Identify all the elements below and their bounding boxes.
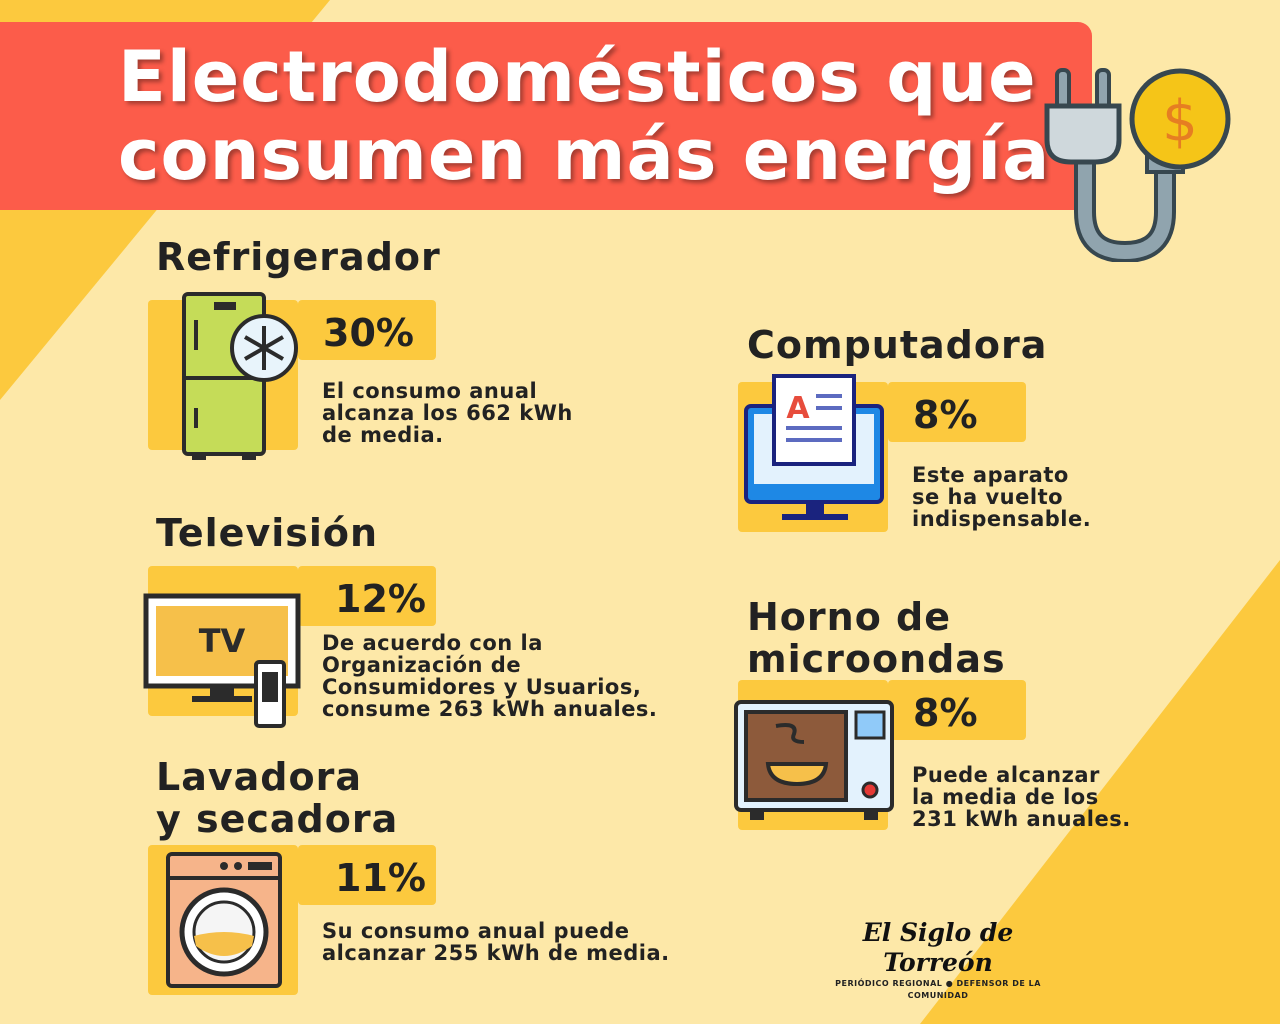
microwave-heading: Horno de microondas (747, 595, 1006, 681)
tv-heading: Televisión (156, 511, 379, 555)
svg-text:$: $ (1162, 89, 1198, 154)
title-line-2: consumen más energía (118, 114, 1051, 196)
computer-heading: Computadora (747, 323, 1048, 367)
washer-percent-bg (298, 845, 436, 905)
washer-description: Su consumo anual puede alcanzar 255 kWh … (322, 919, 670, 965)
computer-icon: A (744, 374, 884, 520)
tv-icon: TV (143, 593, 301, 728)
svg-text:A: A (786, 391, 810, 426)
refrigerator-icon (182, 292, 298, 460)
microwave-percent-bg (888, 680, 1026, 740)
microwave-percent: 8% (913, 691, 978, 735)
tv-description: De acuerdo con la Organización de Consum… (322, 631, 658, 721)
microwave-icon (734, 700, 894, 820)
publisher-logo: El Siglo de Torreón PERIÓDICO REGIONAL ●… (818, 918, 1058, 1002)
computer-description: Este aparato se ha vuelto indispensable. (912, 463, 1092, 531)
tv-percent: 12% (335, 577, 426, 621)
washing-machine-icon (166, 852, 282, 988)
washer-heading: Lavadora y secadora (156, 755, 399, 841)
microwave-description: Puede alcanzar la media de los 231 kWh a… (912, 763, 1131, 831)
refrigerator-description: El consumo anual alcanza los 662 kWh de … (322, 379, 573, 447)
tv-icon-label: TV (199, 622, 246, 660)
refrigerator-heading: Refrigerador (156, 235, 441, 279)
tv-percent-bg (298, 566, 436, 626)
computer-percent: 8% (913, 393, 978, 437)
computer-percent-bg (888, 382, 1026, 442)
logo-name: El Siglo de Torreón (862, 918, 1014, 977)
title-line-1: Electrodomésticos que (118, 36, 1037, 118)
page-title: Electrodomésticos que consumen más energ… (118, 38, 1078, 194)
title-banner (0, 22, 1092, 210)
washer-percent: 11% (335, 856, 426, 900)
refrigerator-percent: 30% (323, 311, 414, 355)
plug-coin-icon: $ (1044, 68, 1231, 262)
logo-tagline: PERIÓDICO REGIONAL ● DEFENSOR DE LA COMU… (835, 979, 1041, 1000)
refrigerator-percent-bg (298, 300, 436, 360)
